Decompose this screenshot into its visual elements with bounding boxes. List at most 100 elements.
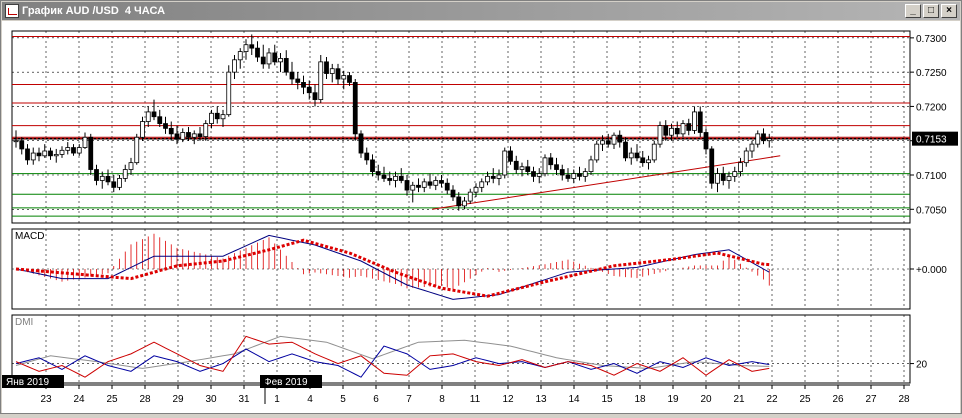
signal-line (15, 238, 770, 298)
candle-body (36, 152, 42, 157)
macd-panel (11, 228, 911, 310)
candle-body (554, 164, 559, 170)
y-tick-label: 0.7300 (916, 34, 947, 45)
candle-body (404, 180, 410, 191)
window-controls: _ □ × (905, 4, 957, 18)
candle-body (53, 154, 59, 157)
candle-body (617, 134, 623, 143)
x-tick-label: 31 (238, 394, 250, 405)
candle-body (324, 61, 329, 74)
candle-body (335, 68, 341, 80)
x-tick-label: 27 (865, 394, 877, 405)
x-tick-label: 6 (373, 394, 379, 405)
candle-body (542, 157, 548, 175)
candle-body (48, 150, 53, 157)
candle-body (416, 184, 421, 188)
candle-body (312, 92, 318, 100)
candle-body (738, 162, 743, 172)
candle-body (111, 181, 117, 188)
x-tick-label: 19 (667, 394, 679, 405)
candle-body (65, 147, 71, 151)
candle-body (398, 175, 404, 181)
candle-body (329, 68, 335, 74)
macd-title: MACD (15, 231, 44, 242)
chart-area[interactable]: 23 24 25 28 29 30 31 1 4 5 6 7 8 11 12 13 14 15 18 19 20 21 22… (2, 21, 960, 413)
month-label: Фев 2019 (264, 377, 308, 388)
candle-body (260, 56, 266, 65)
candle-body (226, 71, 232, 116)
minus-di-line (15, 335, 770, 378)
x-tick-label: 14 (568, 394, 580, 405)
candle-body (732, 171, 738, 177)
candle-body (13, 140, 19, 143)
candle-body (76, 147, 82, 154)
candle-body (766, 138, 772, 142)
candle-body (71, 147, 76, 154)
x-tick-label: 26 (832, 394, 844, 405)
candle-body (352, 82, 358, 135)
x-tick-label: 24 (73, 394, 85, 405)
candle-body (634, 152, 640, 159)
candle-body (565, 174, 571, 179)
candle-body (283, 58, 289, 73)
candle-body (467, 191, 473, 202)
candle-body (30, 152, 36, 161)
month-label-box (2, 375, 64, 388)
candle-body (582, 171, 588, 177)
candle-body (513, 160, 519, 170)
candle-body (680, 123, 686, 135)
x-tick-label: 28 (139, 394, 151, 405)
candle-body (669, 127, 674, 136)
x-tick-label: 18 (634, 394, 646, 405)
candle-body (358, 133, 364, 154)
candle-body (715, 173, 720, 184)
minimize-icon[interactable]: _ (905, 4, 921, 18)
candle-body (347, 75, 352, 83)
candle-body (266, 52, 272, 65)
candle-body (703, 132, 709, 150)
candle-body (651, 143, 657, 161)
candle-body (364, 152, 370, 161)
x-tick-label: 11 (470, 394, 481, 405)
candle-body (450, 189, 456, 198)
x-tick-label: 23 (40, 394, 52, 405)
x-tick-label: 15 (601, 394, 613, 405)
title-bar[interactable]: График AUD /USD 4 ЧАСА _ □ × (2, 2, 960, 20)
candle-body (439, 180, 444, 184)
candle-body (122, 169, 128, 179)
candle-body (663, 125, 669, 136)
macd-y-label: +0.000 (916, 265, 947, 276)
y-tick-label: 0.7250 (916, 68, 947, 79)
candle-body (697, 111, 703, 133)
current-price-label: 0.7153 (916, 135, 947, 146)
candle-body (496, 174, 502, 179)
close-icon[interactable]: × (941, 4, 957, 18)
candle-body (82, 136, 88, 148)
x-tick-label: 20 (700, 394, 712, 405)
dmi-panel (11, 314, 911, 384)
candle-body (375, 171, 381, 176)
chart-app-icon (5, 4, 19, 18)
candle-body (134, 136, 140, 164)
candle-body (180, 132, 186, 140)
candle-body (163, 123, 168, 129)
candle-body (232, 59, 237, 73)
candle-body (99, 175, 105, 181)
x-tick-label: 25 (799, 394, 811, 405)
candle-body (140, 121, 145, 138)
candle-body (318, 61, 324, 100)
maximize-icon[interactable]: □ (923, 4, 939, 18)
candle-body (387, 178, 393, 181)
candle-body (605, 140, 611, 145)
chart-canvas[interactable]: 23 24 25 28 29 30 31 1 4 5 6 7 8 11 12 13 14 15 18 19 20 21 22… (2, 21, 960, 413)
candle-body (157, 116, 163, 124)
candle-body (306, 86, 312, 94)
month-label: Янв 2019 (6, 377, 50, 388)
candle-body (623, 141, 628, 159)
window-title: График AUD /USD 4 ЧАСА (22, 5, 166, 17)
candle-body (508, 150, 513, 162)
candle-body (289, 71, 295, 80)
candle-body (456, 196, 462, 207)
candle-body (209, 112, 214, 124)
candle-body (174, 133, 180, 140)
